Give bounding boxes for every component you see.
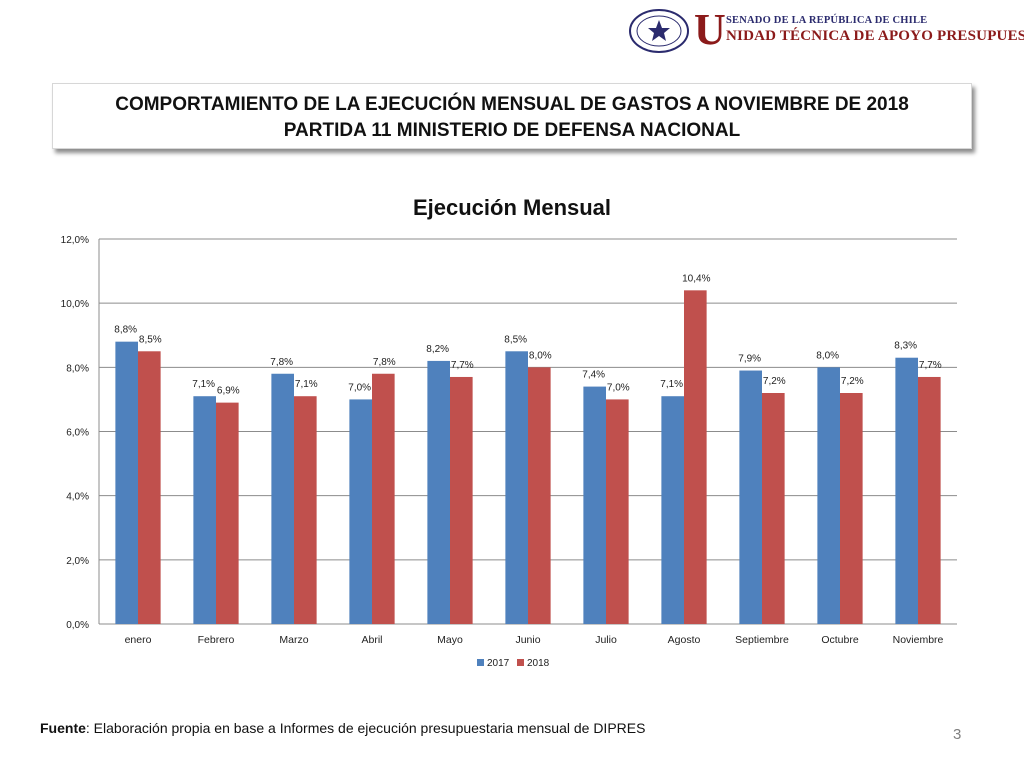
data-label: 8,0%: [529, 350, 552, 361]
data-labels: 8,8%8,5%7,1%6,9%7,8%7,1% 7,0%7,8%8,2%7,7%…: [114, 273, 942, 396]
x-tick-label: Abril: [361, 634, 382, 646]
data-label: 7,2%: [763, 376, 786, 387]
source-footnote: Fuente: Elaboración propia en base a Inf…: [40, 720, 645, 736]
y-tick-label: 12,0%: [61, 235, 89, 246]
data-label: 7,7%: [451, 360, 474, 371]
bar-2018-enero: [138, 351, 161, 624]
bar-2018-Marzo: [294, 396, 317, 624]
y-tick-label: 10,0%: [61, 299, 89, 310]
bar-2017-Mayo: [427, 360, 450, 624]
data-label: 7,1%: [660, 379, 683, 390]
bar-2018-Agosto: [684, 290, 707, 624]
data-label: 7,4%: [582, 370, 605, 381]
x-tick-label: Febrero: [198, 634, 235, 646]
brand-initial: U: [694, 5, 726, 54]
bar-2018-Abril: [372, 373, 395, 624]
bar-2018-Noviembre: [918, 376, 941, 624]
x-tick-label: Julio: [595, 634, 617, 646]
bar-2017-Junio: [505, 351, 528, 624]
bar-2018-Mayo: [450, 376, 473, 624]
y-axis-ticks: 0,0% 2,0% 4,0% 6,0% 8,0% 10,0% 12,0%: [61, 235, 89, 631]
y-tick-label: 0,0%: [66, 620, 89, 631]
x-axis-ticks: enero Febrero Marzo Abril Mayo Junio Julio Agos…: [125, 634, 944, 646]
data-label: 7,7%: [919, 360, 942, 371]
data-label: 7,1%: [295, 379, 318, 390]
y-tick-label: 6,0%: [66, 428, 89, 439]
x-tick-label: Agosto: [668, 634, 701, 646]
data-label: 8,5%: [139, 334, 162, 345]
bar-2017-Febrero: [193, 396, 216, 624]
data-label: 7,8%: [270, 357, 293, 368]
bar-2018-Junio: [528, 367, 551, 624]
legend-swatch-2017: [477, 659, 484, 666]
data-label: 8,2%: [426, 344, 449, 355]
bar-2018-Febrero: [216, 402, 239, 624]
bar-2017-enero: [115, 341, 138, 624]
x-tick-label: Marzo: [279, 634, 308, 646]
x-tick-label: enero: [125, 634, 152, 646]
bar-2017-Noviembre: [895, 357, 918, 624]
bar-2017-Abril: [349, 399, 372, 624]
x-tick-label: Junio: [515, 634, 540, 646]
y-tick-label: 4,0%: [66, 492, 89, 503]
bar-2017-Septiembre: [739, 370, 762, 624]
y-tick-label: 8,0%: [66, 363, 89, 374]
bar-2018-Julio: [606, 399, 629, 624]
x-tick-label: Octubre: [821, 634, 859, 646]
brand-top-text: SENADO DE LA REPÚBLICA DE CHILE: [726, 15, 928, 26]
data-label: 8,3%: [894, 341, 917, 352]
legend-swatch-2018: [517, 659, 524, 666]
x-tick-label: Mayo: [437, 634, 463, 646]
source-text: : Elaboración propia en base a Informes …: [85, 720, 646, 736]
chart-title: Ejecución Mensual: [413, 195, 611, 220]
brand-bottom-text: NIDAD TÉCNICA DE APOYO PRESUPUESTARIO: [726, 28, 1024, 44]
legend: 2017 2018: [477, 658, 550, 669]
slide-title-line-2: PARTIDA 11 MINISTERIO DE DEFENSA NACIONA…: [283, 120, 741, 141]
data-label: 7,0%: [607, 382, 630, 393]
slide-title-line-1: COMPORTAMIENTO DE LA EJECUCIÓN MENSUAL D…: [115, 94, 909, 115]
bar-2017-Agosto: [661, 396, 684, 624]
data-label: 6,9%: [217, 386, 240, 397]
x-tick-label: Septiembre: [735, 634, 789, 646]
data-label: 8,8%: [114, 325, 137, 336]
legend-label: 2018: [527, 658, 550, 669]
data-label: 8,5%: [504, 334, 527, 345]
data-label: 7,0%: [348, 382, 371, 393]
bar-2018-Octubre: [840, 393, 863, 624]
bar-2017-Octubre: [817, 367, 840, 624]
bars: [115, 290, 941, 624]
data-label: 7,8%: [373, 357, 396, 368]
data-label: 8,0%: [816, 350, 839, 361]
page-number: 3: [953, 726, 962, 743]
bar-2017-Julio: [583, 386, 606, 624]
y-tick-label: 2,0%: [66, 556, 89, 567]
bar-chart: Ejecución Mensual 0,0% 2,0% 4,0% 6,0% 8,0% 10…: [61, 195, 957, 669]
data-label: 10,4%: [682, 273, 710, 284]
data-label: 7,2%: [841, 376, 864, 387]
x-tick-label: Noviembre: [893, 634, 944, 646]
source-label: Fuente: [40, 720, 86, 736]
data-label: 7,9%: [738, 354, 761, 365]
senado-seal-icon: [629, 9, 689, 53]
slide-title-box: COMPORTAMIENTO DE LA EJECUCIÓN MENSUAL D…: [52, 83, 972, 149]
legend-label: 2017: [487, 658, 510, 669]
data-label: 7,1%: [192, 379, 215, 390]
bar-2018-Septiembre: [762, 393, 785, 624]
header-logo: U SENADO DE LA REPÚBLICA DE CHILE NIDAD …: [628, 5, 1024, 56]
bar-2017-Marzo: [271, 373, 294, 624]
